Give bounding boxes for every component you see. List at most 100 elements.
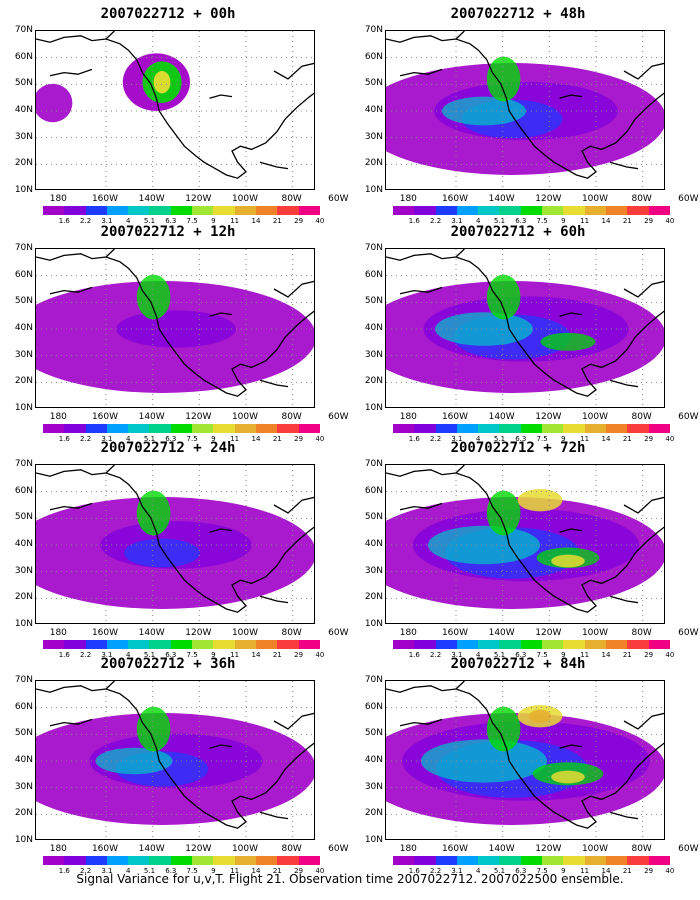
coastline	[623, 62, 664, 80]
coastline	[386, 35, 664, 179]
latitude-label: 20N	[14, 592, 33, 603]
colorbar-swatch	[435, 424, 457, 433]
colorbar-label: 4	[475, 217, 481, 225]
variance-contour-blob	[528, 709, 552, 723]
colorbar-swatch	[170, 206, 193, 215]
map-area	[35, 30, 315, 190]
longitude-label: 160W	[91, 412, 119, 422]
longitude-label: 100W	[581, 194, 609, 204]
latitude-label: 10N	[364, 619, 383, 629]
colorbar-swatch	[234, 424, 256, 433]
latitude-label: 20N	[14, 158, 33, 169]
longitude-label: 120W	[185, 628, 212, 638]
colorbar-label: 9	[211, 867, 216, 875]
panel-title: 2007022712 + 72h	[450, 440, 586, 456]
variance-contour-blob	[136, 274, 171, 320]
latitude-label: 50N	[364, 78, 383, 89]
coastline	[455, 465, 465, 474]
colorbar-label: 1.6	[58, 435, 70, 443]
latitude-label: 10N	[14, 185, 33, 195]
colorbar-swatch	[255, 206, 278, 215]
colorbar-label: 6.3	[165, 217, 177, 225]
colorbar-swatch	[456, 640, 479, 649]
coastline	[399, 502, 443, 511]
colorbar-swatch	[414, 206, 436, 215]
coastline	[105, 681, 115, 690]
longitude-label: 180	[399, 628, 417, 638]
colorbar-label: 11	[580, 435, 590, 443]
colorbar-label: 4	[475, 651, 481, 659]
latitude-label: 70N	[14, 675, 33, 685]
longitude-label: 140W	[138, 628, 165, 638]
colorbar-swatch	[648, 856, 670, 865]
variance-contour-blob	[136, 706, 171, 752]
variance-contour-blob	[486, 490, 521, 536]
colorbar-swatch	[170, 856, 193, 865]
colorbar-label: 40	[315, 867, 325, 875]
colorbar-label: 14	[251, 435, 261, 443]
colorbar-swatch	[648, 640, 670, 649]
colorbar-label: 4	[475, 867, 481, 875]
colorbar-label: 29	[294, 867, 304, 875]
longitude-label: 120W	[535, 628, 562, 638]
coastline	[259, 379, 289, 388]
longitude-label: 140W	[488, 844, 515, 854]
coastline	[399, 718, 443, 727]
colorbar-swatch	[520, 856, 543, 865]
colorbar	[43, 424, 320, 433]
colorbar-label: 6.3	[515, 435, 527, 443]
colorbar-swatch	[255, 640, 278, 649]
colorbar-swatch	[85, 206, 107, 215]
latitude-label: 20N	[14, 808, 33, 819]
longitude-label: 100W	[231, 194, 259, 204]
longitude-label: 140W	[488, 194, 515, 204]
colorbar-label: 21	[622, 867, 632, 875]
colorbar-label: 9	[561, 651, 566, 659]
forecast-panel: 2007022712 + 60h 70N 60N 50N 40N 30N 20N 10N 180…	[350, 224, 699, 446]
longitude-label: 80W	[281, 844, 302, 854]
map-svg	[386, 31, 664, 189]
coastline	[105, 465, 115, 474]
colorbar-label: 3.1	[101, 217, 113, 225]
longitude-label: 60W	[328, 844, 349, 854]
colorbar-label: 11	[230, 867, 240, 875]
colorbar-label: 2.2	[430, 217, 442, 225]
colorbar-label: 2.2	[80, 651, 92, 659]
colorbar-label: 29	[294, 651, 304, 659]
longitude-label: 180	[49, 194, 67, 204]
colorbar-label: 14	[251, 217, 261, 225]
colorbar-label: 21	[272, 435, 282, 443]
colorbar-swatch	[584, 206, 606, 215]
coastline	[36, 685, 314, 829]
colorbar-swatch	[213, 640, 235, 649]
colorbar-label: 40	[665, 651, 675, 659]
latitude-label: 30N	[364, 131, 383, 142]
longitude-label: 140W	[138, 844, 165, 854]
colorbar-swatch	[627, 424, 649, 433]
longitude-label: 120W	[185, 194, 212, 204]
colorbar-label: 4	[125, 435, 131, 443]
colorbar-swatch	[192, 424, 214, 433]
forecast-panel: 2007022712 + 12h 70N 60N 50N 40N 30N 20N 10N 180…	[0, 224, 349, 446]
longitude-label: 160W	[441, 412, 469, 422]
colorbar-swatch	[192, 206, 214, 215]
colorbar-label: 21	[622, 435, 632, 443]
colorbar-label: 29	[294, 217, 304, 225]
forecast-panel: 2007022712 + 36h 70N 60N 50N 40N 30N 20N 10N 180…	[0, 656, 349, 878]
colorbar-label: 1.6	[408, 651, 420, 659]
colorbar-label: 6.3	[165, 867, 177, 875]
colorbar-swatch	[563, 856, 585, 865]
colorbar-swatch	[128, 640, 150, 649]
coastline	[49, 502, 93, 511]
map-area	[35, 680, 315, 840]
colorbar-label: 40	[315, 435, 325, 443]
variance-contour-blob	[442, 96, 526, 126]
map-area	[35, 464, 315, 624]
longitude-label: 80W	[281, 412, 302, 422]
coastline	[105, 31, 115, 40]
colorbar-swatch	[192, 856, 214, 865]
longitude-label: 60W	[328, 412, 349, 422]
colorbar-swatch	[648, 206, 670, 215]
latitude-label: 50N	[364, 296, 383, 307]
colorbar-label: 2.2	[80, 867, 92, 875]
